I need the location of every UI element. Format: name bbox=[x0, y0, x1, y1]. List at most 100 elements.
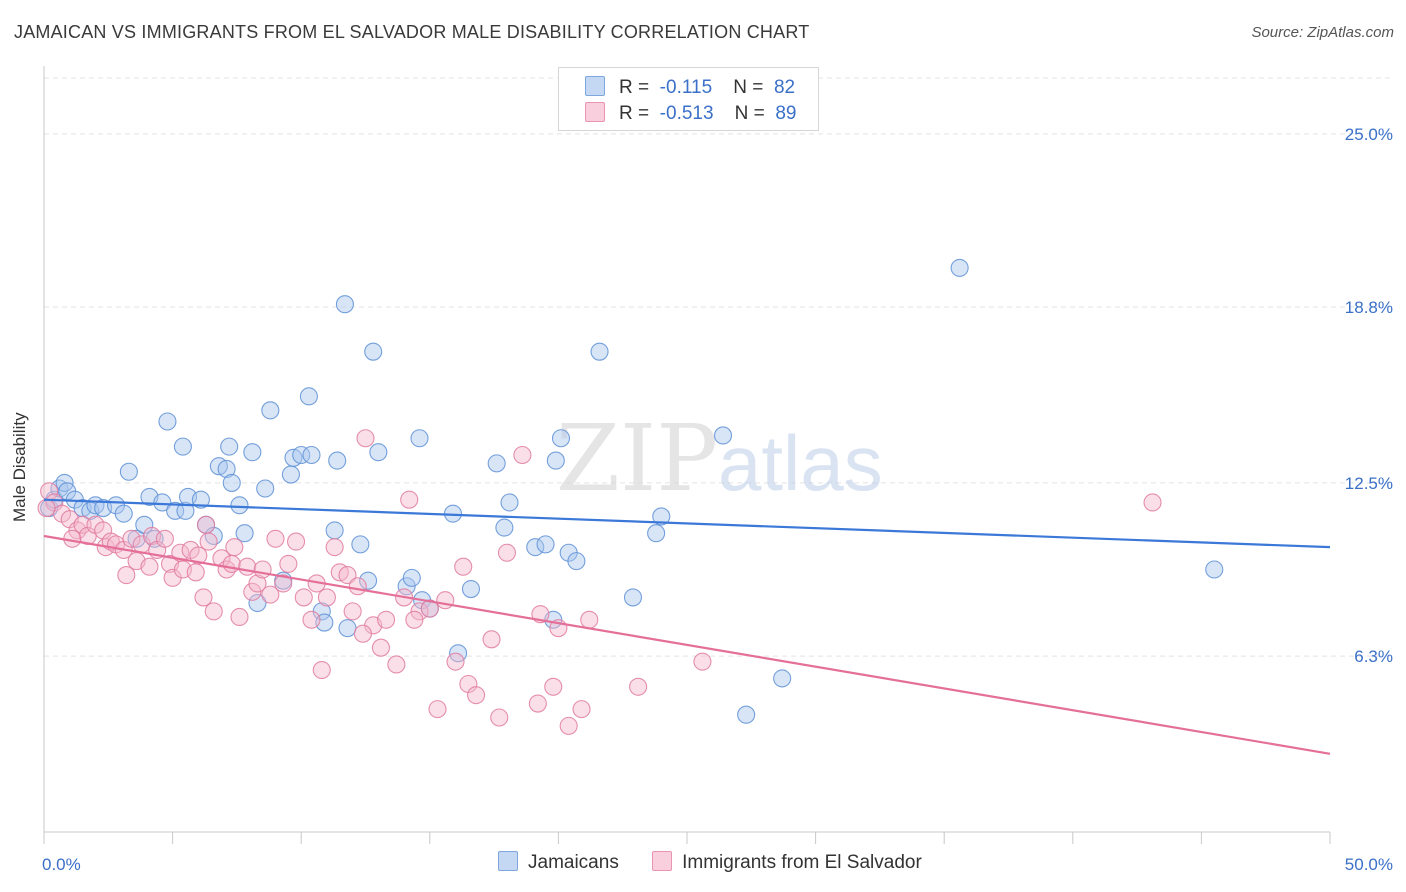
point-el-salvador bbox=[279, 554, 298, 573]
point-el-salvador bbox=[629, 677, 648, 696]
point-el-salvador bbox=[325, 538, 344, 557]
point-jamaican bbox=[652, 507, 671, 526]
point-el-salvador bbox=[204, 602, 223, 621]
point-el-salvador bbox=[343, 602, 362, 621]
point-el-salvador bbox=[338, 566, 357, 585]
point-el-salvador bbox=[348, 577, 367, 596]
legend-item-el-salvador: Immigrants from El Salvador bbox=[652, 851, 922, 874]
legend-label-el-salvador: Immigrants from El Salvador bbox=[682, 852, 922, 873]
chart-source: Source: ZipAtlas.com bbox=[1251, 24, 1394, 41]
point-jamaican bbox=[292, 445, 311, 465]
legend-r-label: R = bbox=[619, 77, 650, 98]
point-el-salvador bbox=[387, 655, 406, 674]
watermark-zip: ZIP bbox=[556, 405, 718, 512]
point-jamaican bbox=[402, 568, 421, 587]
series-el-salvador bbox=[37, 429, 1162, 735]
legend-label-jamaicans: Jamaicans bbox=[528, 852, 619, 873]
point-jamaican bbox=[299, 387, 318, 406]
legend-n-label: N = bbox=[733, 77, 764, 98]
point-el-salvador bbox=[371, 638, 390, 657]
point-el-salvador bbox=[400, 490, 419, 509]
point-el-salvador bbox=[302, 610, 321, 629]
point-el-salvador bbox=[1143, 493, 1162, 512]
point-el-salvador bbox=[37, 499, 56, 518]
point-jamaican bbox=[281, 465, 300, 484]
point-jamaican bbox=[590, 342, 609, 361]
y-tick-label: 18.8% bbox=[1345, 298, 1393, 317]
point-jamaican bbox=[359, 571, 378, 590]
point-el-salvador bbox=[693, 652, 712, 671]
point-jamaican bbox=[217, 459, 236, 479]
point-jamaican bbox=[256, 479, 275, 498]
point-el-salvador bbox=[446, 652, 465, 671]
y-axis-label: Male Disability bbox=[10, 412, 29, 522]
point-jamaican bbox=[351, 535, 370, 554]
tick-labels: 6.3% 12.5% 18.8% 25.0% 0.0% 50.0% bbox=[42, 125, 1393, 874]
point-jamaican bbox=[1205, 560, 1224, 579]
point-jamaican bbox=[536, 535, 555, 554]
point-el-salvador bbox=[356, 429, 375, 448]
point-el-salvador bbox=[194, 588, 213, 607]
point-jamaican bbox=[500, 493, 519, 512]
point-jamaican bbox=[114, 504, 133, 523]
point-el-salvador bbox=[353, 624, 372, 643]
point-jamaican bbox=[191, 490, 210, 509]
legend-swatch-jamaicans bbox=[585, 76, 605, 96]
point-el-salvador bbox=[238, 557, 257, 576]
legend-n-value: 89 bbox=[775, 103, 797, 124]
point-jamaican bbox=[551, 429, 571, 448]
point-el-salvador bbox=[266, 529, 285, 548]
point-el-salvador bbox=[497, 543, 517, 562]
point-jamaican bbox=[158, 412, 177, 431]
point-el-salvador bbox=[317, 588, 336, 607]
correlation-legend: R = -0.115 N = 82 R = -0.513 N = 89 bbox=[558, 67, 819, 131]
point-jamaican bbox=[335, 295, 354, 314]
point-jamaican bbox=[713, 426, 733, 445]
point-jamaican bbox=[647, 524, 666, 543]
point-jamaican bbox=[526, 538, 545, 557]
point-el-salvador bbox=[155, 529, 174, 548]
point-el-salvador bbox=[230, 607, 249, 627]
point-el-salvador bbox=[287, 532, 306, 551]
point-jamaican bbox=[176, 501, 195, 520]
point-jamaican bbox=[950, 258, 969, 277]
point-el-salvador bbox=[189, 546, 208, 565]
point-jamaican bbox=[220, 437, 239, 456]
point-jamaican bbox=[222, 473, 241, 492]
point-el-salvador bbox=[572, 700, 591, 719]
point-jamaican bbox=[487, 454, 506, 473]
axes bbox=[43, 66, 1331, 844]
point-el-salvador bbox=[580, 610, 599, 629]
point-el-salvador bbox=[274, 574, 293, 593]
point-el-salvador bbox=[467, 686, 486, 705]
point-el-salvador bbox=[312, 660, 331, 680]
point-jamaican bbox=[166, 501, 185, 520]
point-el-salvador bbox=[117, 566, 136, 585]
point-el-salvador bbox=[186, 563, 205, 582]
point-jamaican bbox=[338, 619, 357, 638]
y-tick-label: 12.5% bbox=[1345, 474, 1393, 493]
legend-swatch-el-salvador bbox=[585, 102, 605, 122]
legend-r-value: -0.513 bbox=[659, 103, 714, 124]
point-el-salvador bbox=[253, 560, 272, 579]
point-jamaican bbox=[495, 518, 514, 537]
y-axis-label-wrap: Male Disability bbox=[10, 412, 30, 662]
point-jamaican bbox=[153, 493, 172, 512]
point-el-salvador bbox=[528, 694, 547, 713]
y-tick-label: 25.0% bbox=[1345, 125, 1393, 144]
point-jamaican bbox=[567, 552, 586, 571]
point-el-salvador bbox=[513, 445, 532, 465]
legend-row-jamaicans: R = -0.115 N = 82 bbox=[585, 76, 795, 100]
x-tick-label-min: 0.0% bbox=[42, 855, 81, 874]
point-el-salvador bbox=[559, 716, 578, 735]
point-el-salvador bbox=[405, 610, 424, 629]
legend-swatch-jamaicans bbox=[498, 851, 518, 871]
point-el-salvador bbox=[377, 610, 396, 629]
point-el-salvador bbox=[261, 585, 280, 604]
point-el-salvador bbox=[122, 529, 141, 548]
point-jamaican bbox=[461, 579, 481, 599]
chart-title: JAMAICAN VS IMMIGRANTS FROM EL SALVADOR … bbox=[14, 22, 810, 42]
point-el-salvador bbox=[490, 708, 509, 727]
point-el-salvador bbox=[248, 574, 267, 593]
